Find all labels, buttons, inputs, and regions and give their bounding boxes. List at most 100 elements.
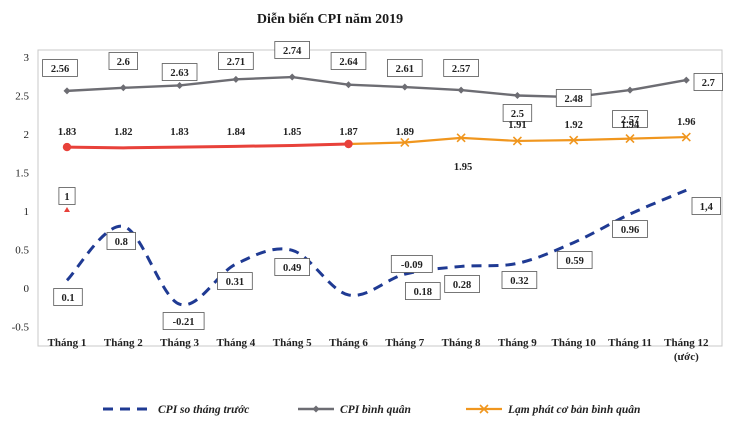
- cpi-binh-quan-label-text: 2.71: [227, 57, 245, 68]
- cpi-so-thang-truoc-label-text: 0.31: [226, 277, 244, 288]
- cpi-binh-quan-label-text: 2.61: [396, 64, 414, 75]
- annotation-label-text: 1: [64, 192, 69, 203]
- annotation-marker: [64, 207, 70, 212]
- legend-label: Lạm phát cơ bản bình quân: [507, 404, 640, 416]
- y-tick-label: -0.5: [12, 322, 30, 334]
- cpi-so-thang-truoc-label-box: [556, 251, 593, 269]
- x-tick-note: (ước): [674, 351, 699, 363]
- lam-phat-label: 1.83: [170, 127, 188, 138]
- cpi-binh-quan-label-text: 2.57: [452, 64, 470, 75]
- lam-phat-point: [344, 139, 353, 149]
- cpi-binh-quan-label-box: [555, 89, 592, 107]
- x-tick-label: Tháng 8: [442, 337, 481, 349]
- legend-item-cpi-binh-quan: CPI bình quân: [298, 404, 411, 416]
- cpi-binh-quan-label: 2.5: [502, 104, 533, 122]
- series-line-cpi-so-thang-truoc: [65, 188, 687, 307]
- annotation-label-box: [58, 187, 76, 205]
- cpi-so-thang-truoc-label-box: [106, 232, 137, 250]
- x-tick-label: Tháng 1: [48, 337, 87, 349]
- cpi-binh-quan-label-text: 2.64: [339, 57, 358, 68]
- lam-phat-point: [456, 133, 466, 143]
- y-axis: -0.5 0 0.5 1 1.5 2 2.5 3: [12, 52, 30, 334]
- legend-label: CPI bình quân: [340, 404, 411, 416]
- lam-phat-label-text: 1.83: [58, 127, 76, 138]
- x-tick-label: Tháng 11: [608, 337, 652, 349]
- lam-phat-label: 1.94: [621, 120, 640, 131]
- series-layer: [62, 73, 691, 307]
- cpi-binh-quan-point: [401, 83, 409, 91]
- cpi-binh-quan-point: [232, 75, 240, 83]
- cpi-binh-quan-label-text: 2.7: [702, 78, 715, 89]
- series-line-cpi-binh-quan: [66, 75, 687, 99]
- cpi-so-thang-truoc-label: 0.31: [217, 272, 253, 290]
- cpi-binh-quan-label: 2.71: [218, 52, 254, 70]
- x-tick-label: Tháng 10: [552, 337, 597, 349]
- lam-phat-label-text: 1.85: [283, 127, 301, 138]
- cpi-binh-quan-label: 2.64: [330, 52, 367, 70]
- cpi-so-thang-truoc-label-text: -0.09: [401, 260, 423, 271]
- cpi-binh-quan-label: 2.74: [274, 41, 310, 59]
- lam-phat-label: 1.83: [58, 127, 76, 138]
- lam-phat-label: 1.92: [565, 120, 583, 131]
- lam-phat-point: [512, 136, 522, 146]
- cpi-so-thang-truoc-label-box: [444, 275, 480, 293]
- cpi-so-thang-truoc-label-box: [612, 220, 648, 238]
- lam-phat-label-text: 1.91: [508, 120, 526, 131]
- cpi-binh-quan-label-box: [330, 52, 367, 70]
- cpi-binh-quan-label: 2.7: [693, 73, 724, 91]
- lam-phat-label-text: 1.94: [621, 120, 640, 131]
- cpi-binh-quan-label: 2.57: [612, 110, 648, 128]
- x-tick-label: Tháng 6: [329, 337, 368, 349]
- legend: CPI so tháng trước CPI bình quân Lạm phát …: [103, 404, 640, 416]
- y-tick-label: 3: [24, 52, 30, 64]
- cpi-so-thang-truoc-label: 0.1: [53, 288, 83, 306]
- cpi-binh-quan-label-box: [502, 104, 533, 122]
- cpi-so-thang-truoc-label: 1,4: [691, 197, 722, 215]
- cpi-so-thang-truoc-label-text: 0.28: [453, 280, 471, 291]
- series-line-lam-phat-red: [66, 142, 349, 150]
- cpi-so-thang-truoc-label-text: 0.18: [414, 287, 432, 298]
- cpi-so-thang-truoc-label: 0.96: [612, 220, 648, 238]
- lam-phat-point: [400, 137, 410, 148]
- lam-phat-point: [681, 132, 691, 142]
- cpi-binh-quan-label-box: [161, 63, 198, 81]
- cpi-so-thang-truoc-label: 0.32: [501, 271, 538, 289]
- legend-marker: [312, 405, 320, 413]
- lam-phat-label: 1.89: [396, 127, 414, 138]
- cpi-so-thang-truoc-label: 0.59: [556, 251, 593, 269]
- cpi-so-thang-truoc-label-text: -0.21: [173, 317, 195, 328]
- lam-phat-point: [62, 142, 72, 152]
- cpi-so-thang-truoc-label-box: [404, 282, 441, 300]
- cpi-so-thang-truoc-label: 0.18: [404, 282, 441, 300]
- label-layer: 2.562.62.632.712.742.642.61 2.572.52.482.…: [42, 41, 724, 330]
- y-tick-label: 1.5: [15, 168, 29, 180]
- cpi-binh-quan-label-box: [443, 59, 479, 77]
- lam-phat-label-text: 1.89: [396, 127, 414, 138]
- cpi-binh-quan-point: [63, 87, 71, 95]
- cpi-so-thang-truoc-label: 0.49: [274, 258, 310, 276]
- cpi-binh-quan-label-box: [386, 59, 423, 77]
- lam-phat-label-text: 1.95: [454, 162, 472, 173]
- legend-item-lam-phat: Lạm phát cơ bản bình quân: [466, 404, 640, 416]
- cpi-so-thang-truoc-label-box: [274, 258, 310, 276]
- x-tick-label: Tháng 4: [216, 337, 255, 349]
- cpi-binh-quan-label: 2.57: [443, 59, 479, 77]
- cpi-binh-quan-label-box: [612, 110, 648, 128]
- lam-phat-label-text: 1.84: [227, 127, 246, 138]
- cpi-binh-quan-label-text: 2.74: [283, 46, 302, 57]
- cpi-binh-quan-label-box: [108, 52, 139, 70]
- cpi-so-thang-truoc-label: 0.8: [106, 232, 137, 250]
- cpi-binh-quan-label-box: [274, 41, 310, 59]
- cpi-so-thang-truoc-label-text: 0.59: [566, 256, 584, 267]
- cpi-so-thang-truoc-label-text: 0.1: [61, 293, 74, 304]
- lam-phat-point: [625, 134, 635, 144]
- lam-phat-label-text: 1.96: [677, 117, 695, 128]
- lam-phat-label-text: 1.83: [170, 127, 188, 138]
- cpi-binh-quan-label-text: 2.5: [511, 109, 524, 120]
- legend-item-cpi-so-thang-truoc: CPI so tháng trước: [103, 404, 249, 416]
- chart-title: Diễn biến CPI năm 2019: [257, 11, 403, 27]
- x-tick-label: Tháng 9: [498, 337, 537, 349]
- lam-phat-label: 1.85: [283, 127, 301, 138]
- cpi-so-thang-truoc-label-text: 0.49: [283, 263, 301, 274]
